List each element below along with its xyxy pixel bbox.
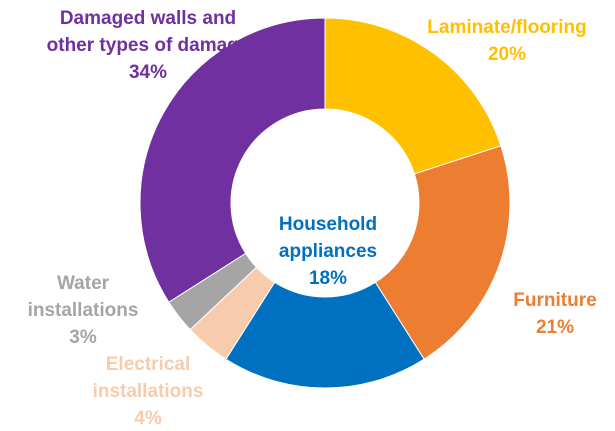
category-label: Water installations	[27, 273, 139, 321]
donut-segment	[225, 281, 425, 389]
data-label: Furniture 21%	[495, 287, 615, 341]
category-label: Damaged walls and other types of damage	[46, 8, 250, 56]
donut-segment	[139, 17, 326, 303]
data-label: Damaged walls and other types of damage 3…	[38, 5, 258, 86]
value-label: 20%	[487, 44, 527, 65]
data-label: Laminate/flooring 20%	[392, 14, 615, 68]
value-label: 18%	[308, 268, 348, 289]
donut-segment	[324, 17, 502, 175]
data-label: Household appliances 18%	[253, 211, 403, 292]
value-label: 3%	[69, 327, 97, 348]
donut-segment	[374, 145, 511, 360]
category-label: Furniture	[513, 290, 597, 311]
category-label: Electrical installations	[92, 354, 204, 402]
value-label: 4%	[134, 408, 162, 429]
data-label: Electrical installations 4%	[63, 351, 233, 431]
data-label: Water installations 3%	[3, 270, 163, 351]
category-label: Laminate/flooring	[427, 17, 587, 38]
category-label: Household appliances	[278, 214, 378, 262]
value-label: 21%	[535, 317, 575, 338]
value-label: 34%	[128, 62, 168, 83]
